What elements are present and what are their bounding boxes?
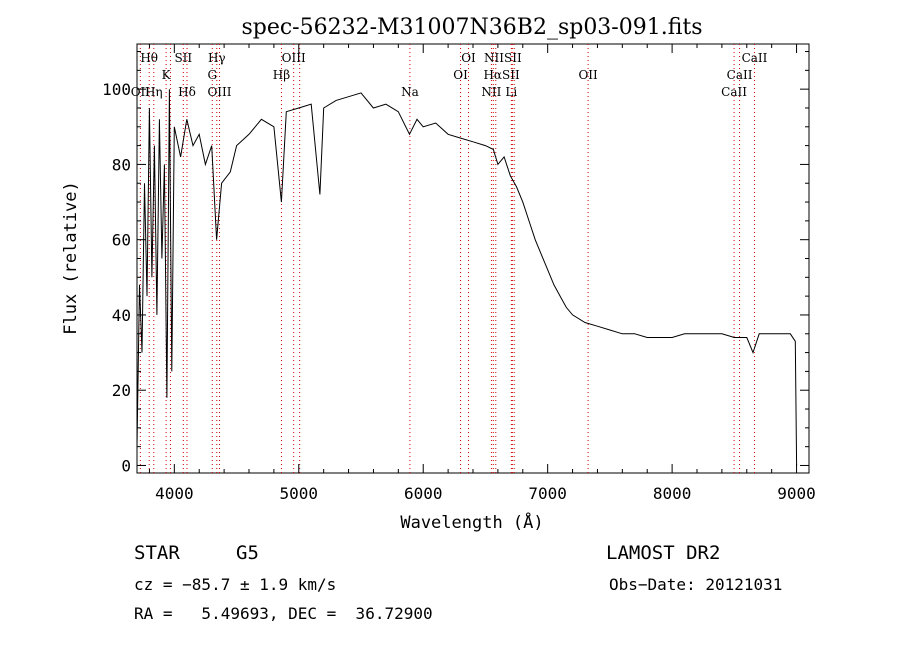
spectrum-line xyxy=(136,89,798,466)
object-class: STAR xyxy=(134,542,180,564)
obs-date: Obs−Date: 20121031 xyxy=(609,575,783,594)
plot-frame xyxy=(136,43,810,474)
line-marker-label: OII xyxy=(131,85,151,99)
y-axis-label: Flux (relative) xyxy=(61,181,81,335)
marker-lines xyxy=(139,44,755,473)
spectrum-chart: spec-56232-M31007N36B2_sp03-091.fits Hθ O… xyxy=(61,15,816,533)
line-marker-label: Hθ xyxy=(140,51,158,65)
redshift-cz: cz = −85.7 ± 1.9 km/s xyxy=(134,575,337,594)
x-tick-label: 8000 xyxy=(653,484,692,503)
y-tick-label: 40 xyxy=(112,306,131,325)
x-axis-label: Wavelength (Å) xyxy=(400,511,543,533)
line-marker-label: CaII xyxy=(721,85,747,99)
y-axis-ticks: 0 20 40 60 80 100 xyxy=(102,51,809,475)
line-marker-label: Hβ xyxy=(273,68,290,82)
marker-labels: HθOIIHηKSIIHδHγGOIIIOIIIHβNaOIOINIISIIHα… xyxy=(131,51,768,99)
line-marker-label: OI xyxy=(461,51,476,65)
line-marker-label: OII xyxy=(578,68,598,82)
line-marker-label: OI xyxy=(453,68,468,82)
line-marker-label: Hγ xyxy=(208,51,226,65)
survey-name: LAMOST DR2 xyxy=(606,542,721,564)
line-marker-label: NII xyxy=(481,85,501,99)
x-tick-label: 6000 xyxy=(404,484,443,503)
line-marker-label: G xyxy=(207,68,217,82)
line-marker-label: Li xyxy=(505,85,517,99)
line-marker-label: SII xyxy=(174,51,192,65)
x-tick-label: 4000 xyxy=(155,484,194,503)
y-tick-label: 100 xyxy=(102,80,131,99)
line-marker-label: OIII xyxy=(207,85,231,99)
line-marker-label: K xyxy=(162,68,172,82)
line-marker-label: OIII xyxy=(282,51,306,65)
x-tick-label: 5000 xyxy=(280,484,319,503)
y-tick-label: 0 xyxy=(121,456,131,475)
line-marker-label: HαSII xyxy=(483,68,520,82)
line-marker-label: Hδ xyxy=(178,85,196,99)
line-marker-label: NIISII xyxy=(484,51,522,65)
line-marker-label: Na xyxy=(401,85,419,99)
coordinates: RA = 5.49693, DEC = 36.72900 xyxy=(134,604,433,623)
x-tick-label: 9000 xyxy=(777,484,816,503)
x-axis-ticks: 4000 5000 6000 7000 8000 9000 xyxy=(148,44,816,503)
y-tick-label: 80 xyxy=(112,155,131,174)
x-tick-label: 7000 xyxy=(528,484,567,503)
object-subclass: G5 xyxy=(236,542,259,564)
line-marker-label: Hη xyxy=(145,85,163,99)
chart-title: spec-56232-M31007N36B2_sp03-091.fits xyxy=(241,15,702,40)
line-marker-label: CaII xyxy=(727,68,753,82)
y-tick-label: 60 xyxy=(112,231,131,250)
line-marker-label: CaII xyxy=(742,51,768,65)
y-tick-label: 20 xyxy=(112,381,131,400)
